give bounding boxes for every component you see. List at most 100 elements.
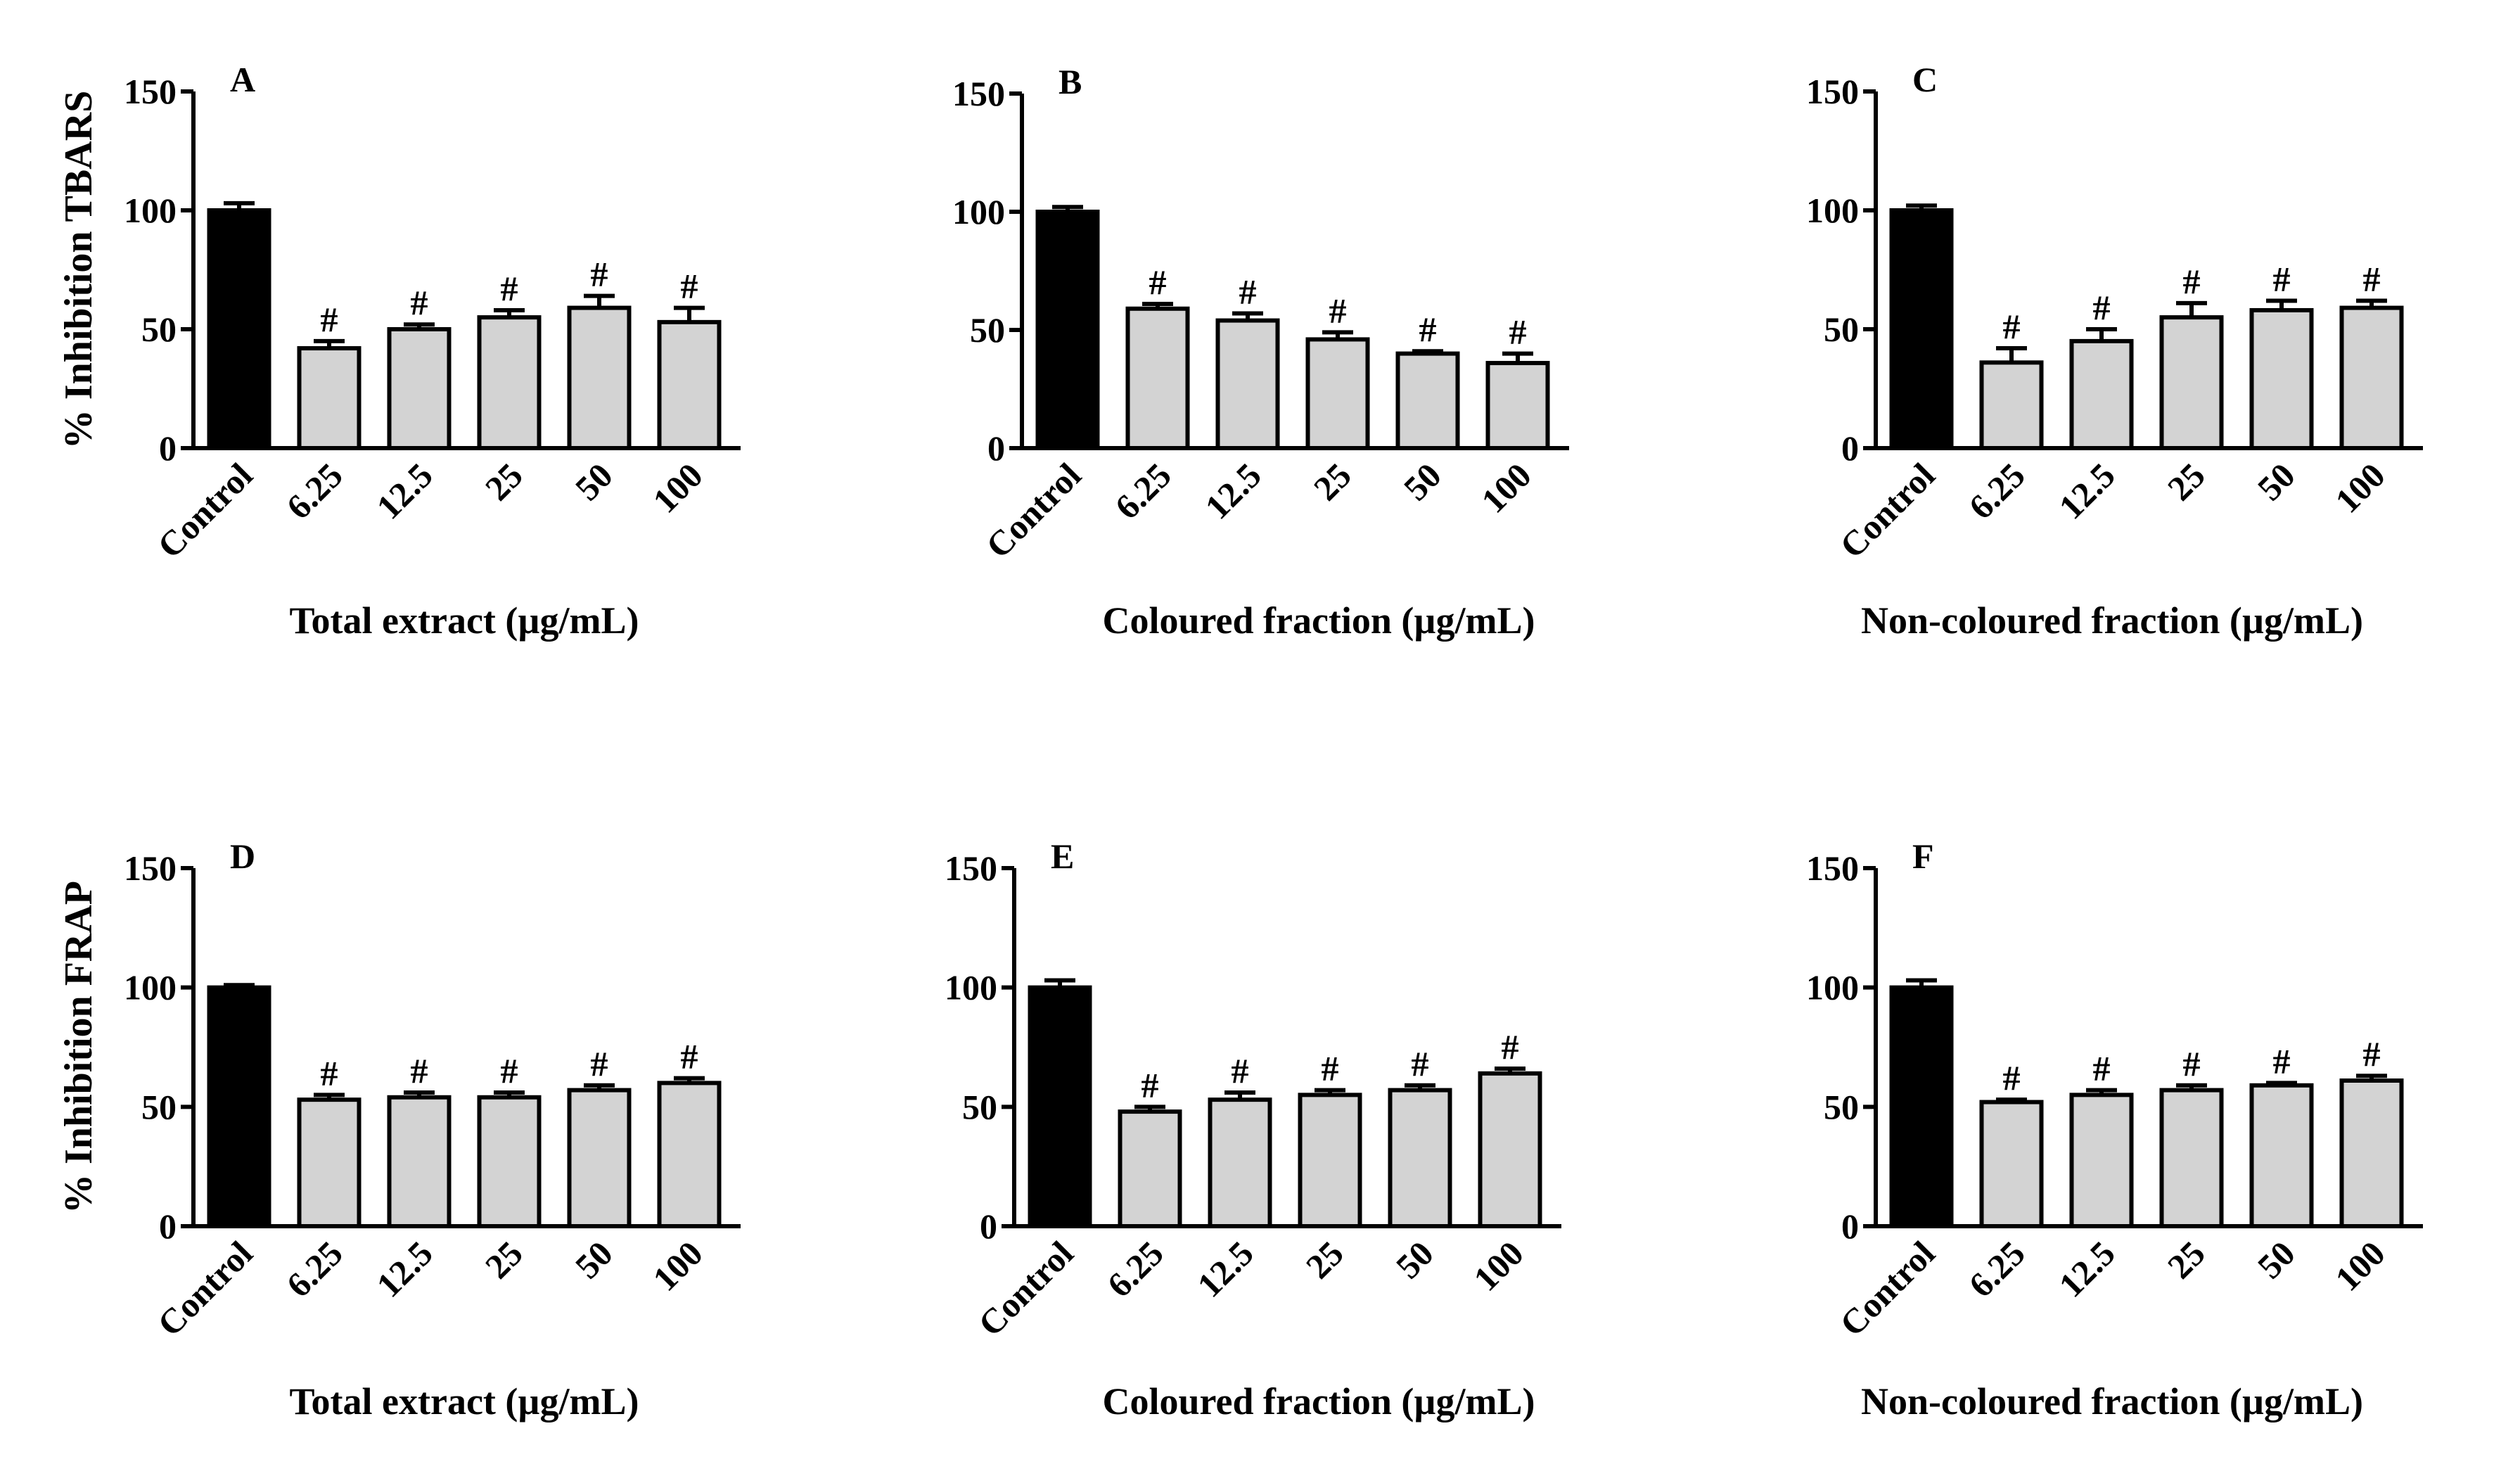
significance-marker: # bbox=[2363, 1034, 2381, 1074]
x-category-label: 50 bbox=[2250, 455, 2303, 508]
significance-marker: # bbox=[1502, 1027, 1519, 1067]
significance-marker: # bbox=[1329, 291, 1347, 330]
y-tick-label: 50 bbox=[1824, 310, 1859, 349]
y-tick-label: 50 bbox=[962, 1087, 997, 1126]
bar-50 bbox=[2249, 307, 2314, 450]
chart-panel-d: 0 50 100 150 Control #6.25 #12.5 #25 #50 #100 D Tot… bbox=[57, 836, 741, 1422]
bar-6.25 bbox=[297, 346, 362, 451]
significance-marker: # bbox=[321, 1053, 338, 1093]
y-tick-label: 150 bbox=[1806, 72, 1859, 111]
bar-50 bbox=[567, 1088, 632, 1228]
y-axis-title: % Inhibition TBARS bbox=[57, 91, 101, 449]
x-category-label: 6.25 bbox=[1107, 455, 1178, 526]
x-axis-title: Non-coloured fraction (µg/mL) bbox=[1861, 599, 2363, 642]
y-tick-label: 0 bbox=[987, 428, 1005, 468]
significance-marker: # bbox=[2183, 1044, 2201, 1083]
panel-letter: D bbox=[230, 836, 255, 876]
significance-marker: # bbox=[1232, 1051, 1249, 1090]
bar-100 bbox=[2339, 1078, 2404, 1229]
y-tick-label: 50 bbox=[141, 1087, 177, 1126]
bar-6.25 bbox=[297, 1097, 362, 1228]
panel-letter: C bbox=[1912, 60, 1938, 99]
x-axis-title: Total extract (µg/mL) bbox=[290, 1380, 639, 1422]
x-category-label: 50 bbox=[568, 455, 620, 508]
x-category-label: 50 bbox=[1388, 1233, 1441, 1286]
significance-marker: # bbox=[2093, 288, 2111, 327]
bar-control bbox=[1889, 208, 1954, 450]
bar-50 bbox=[2249, 1083, 2314, 1228]
x-category-label: 100 bbox=[645, 1233, 710, 1299]
x-category-label: 25 bbox=[1298, 1233, 1351, 1286]
y-axis-title: % Inhibition FRAP bbox=[57, 881, 101, 1214]
panel-letter: B bbox=[1058, 62, 1082, 101]
significance-marker: # bbox=[2183, 262, 2201, 301]
x-axis-title: Coloured fraction (µg/mL) bbox=[1102, 599, 1535, 642]
y-tick-label: 0 bbox=[980, 1207, 997, 1246]
bar-100 bbox=[657, 1081, 722, 1229]
significance-marker: # bbox=[1149, 262, 1167, 302]
x-category-label: 25 bbox=[2160, 455, 2213, 508]
bar-6.25 bbox=[1118, 1109, 1182, 1228]
x-category-label: 100 bbox=[1473, 455, 1539, 521]
bar-25 bbox=[477, 315, 542, 450]
x-category-label: 12.5 bbox=[369, 1233, 440, 1304]
significance-marker: # bbox=[411, 1051, 428, 1090]
chart-panel-b: 0 50 100 150 Control #6.25 #12.5 #25 #50 #100 B Col… bbox=[952, 62, 1569, 642]
x-category-label: 6.25 bbox=[279, 1233, 350, 1304]
bar-50 bbox=[1395, 351, 1460, 450]
bar-100 bbox=[657, 319, 722, 450]
significance-marker: # bbox=[1141, 1065, 1159, 1105]
significance-marker: # bbox=[681, 267, 698, 306]
bar-12.5 bbox=[2069, 338, 2134, 450]
significance-marker: # bbox=[2363, 259, 2381, 298]
y-tick-label: 0 bbox=[159, 1207, 177, 1246]
x-category-label: Control bbox=[150, 455, 260, 566]
bar-12.5 bbox=[1208, 1097, 1272, 1228]
significance-marker: # bbox=[501, 1051, 518, 1090]
x-category-label: 12.5 bbox=[2051, 1233, 2122, 1304]
y-tick-label: 50 bbox=[970, 310, 1005, 350]
chart-panel-a: 0 50 100 150 Control #6.25 #12.5 #25 #50 #100 A Tot… bbox=[57, 60, 741, 642]
panel-letter: A bbox=[230, 60, 255, 99]
significance-marker: # bbox=[2273, 259, 2291, 298]
significance-marker: # bbox=[1419, 310, 1437, 349]
significance-marker: # bbox=[1239, 272, 1257, 311]
y-tick-label: 100 bbox=[1806, 968, 1859, 1007]
significance-marker: # bbox=[591, 255, 608, 294]
bar-12.5 bbox=[2069, 1093, 2134, 1229]
bar-control bbox=[207, 208, 271, 450]
panel-letter: F bbox=[1912, 836, 1934, 876]
x-category-label: 12.5 bbox=[1189, 1233, 1260, 1304]
bar-6.25 bbox=[1125, 306, 1190, 451]
x-category-label: 25 bbox=[478, 455, 530, 508]
y-tick-label: 150 bbox=[945, 848, 997, 888]
significance-marker: # bbox=[321, 300, 338, 339]
bar-25 bbox=[1298, 1093, 1362, 1229]
panel-letter: E bbox=[1051, 836, 1074, 876]
x-category-label: 12.5 bbox=[2051, 455, 2122, 526]
bar-6.25 bbox=[1979, 1100, 2044, 1228]
x-category-label: 50 bbox=[1396, 455, 1449, 508]
x-category-label: 6.25 bbox=[1099, 1233, 1170, 1304]
chart-panel-e: 0 50 100 150 Control #6.25 #12.5 #25 #50 #100 E Col… bbox=[945, 836, 1561, 1422]
x-category-label: 100 bbox=[645, 455, 710, 521]
x-category-label: 12.5 bbox=[369, 455, 440, 526]
y-tick-label: 100 bbox=[952, 192, 1005, 231]
bar-100 bbox=[2339, 305, 2404, 450]
significance-marker: # bbox=[2093, 1049, 2111, 1088]
x-category-label: 12.5 bbox=[1197, 455, 1268, 526]
x-category-label: Control bbox=[978, 455, 1089, 566]
y-tick-label: 100 bbox=[945, 968, 997, 1007]
y-tick-label: 50 bbox=[1824, 1087, 1859, 1126]
significance-marker: # bbox=[2003, 307, 2021, 346]
significance-marker: # bbox=[681, 1037, 698, 1076]
y-tick-label: 100 bbox=[1806, 191, 1859, 230]
x-category-label: 6.25 bbox=[1961, 1233, 2032, 1304]
bar-50 bbox=[1388, 1088, 1452, 1228]
x-axis-title: Total extract (µg/mL) bbox=[290, 599, 639, 642]
significance-marker: # bbox=[411, 283, 428, 322]
x-category-label: Control bbox=[150, 1233, 260, 1344]
x-category-label: 50 bbox=[568, 1233, 620, 1286]
